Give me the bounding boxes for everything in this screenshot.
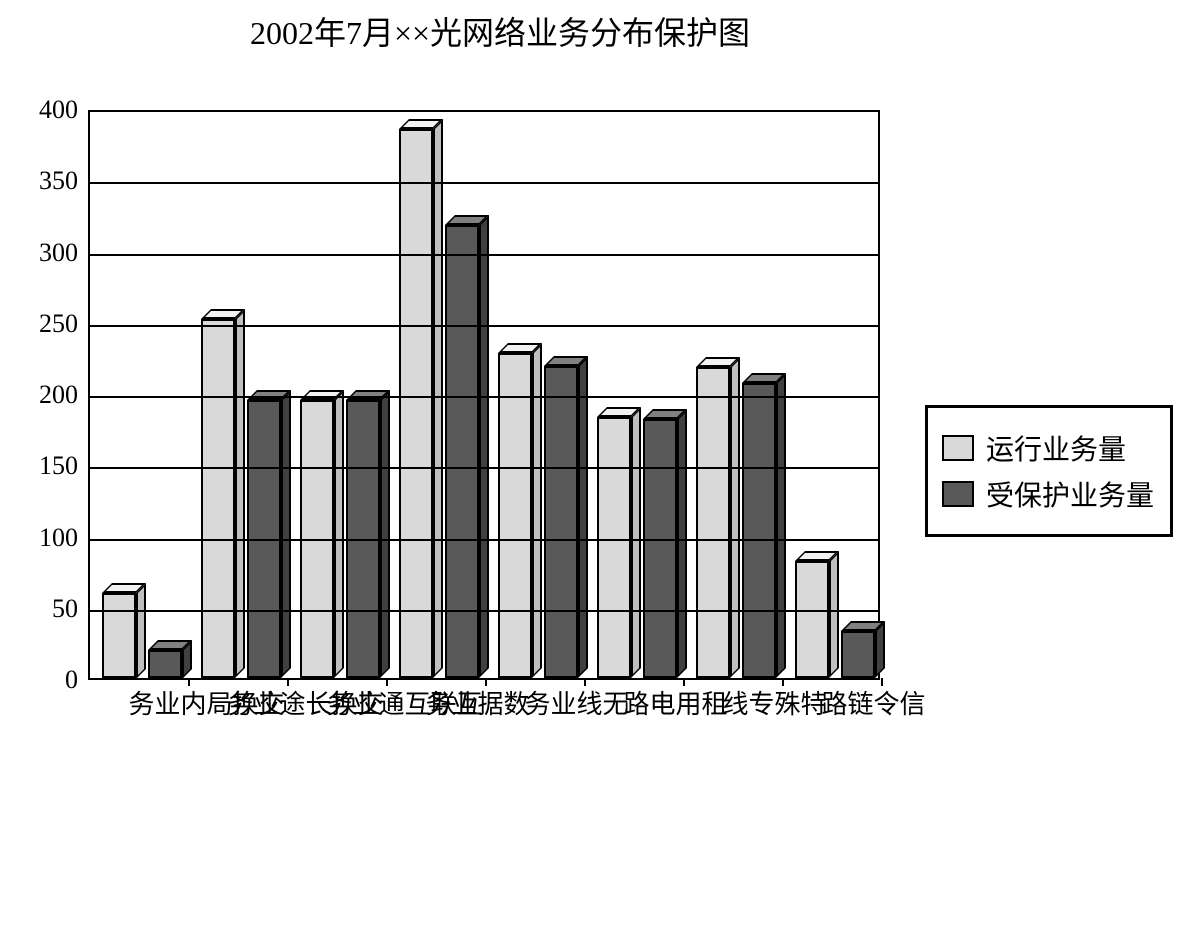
bar-side bbox=[631, 407, 641, 678]
bar-side bbox=[875, 621, 885, 678]
x-category-label: 无线业务 bbox=[522, 690, 626, 720]
y-tick-label: 200 bbox=[39, 380, 78, 410]
bar-side bbox=[730, 357, 740, 678]
y-axis: 050100150200250300350400 bbox=[10, 110, 88, 680]
plot-area bbox=[88, 110, 880, 680]
grid-line bbox=[90, 182, 878, 184]
bar-front bbox=[841, 631, 875, 678]
bar bbox=[643, 419, 677, 678]
legend-label: 运行业务量 bbox=[986, 428, 1126, 468]
bar-side bbox=[532, 343, 542, 678]
bar bbox=[544, 366, 578, 678]
x-category-label: 数据业务 bbox=[423, 690, 527, 720]
bar-side bbox=[334, 390, 344, 678]
y-tick-label: 0 bbox=[65, 665, 78, 695]
x-category-label: 特殊专线 bbox=[720, 690, 824, 720]
bar-front bbox=[742, 383, 776, 678]
bar bbox=[498, 353, 532, 678]
bar bbox=[795, 561, 829, 678]
bar-side bbox=[578, 356, 588, 678]
x-tick-mark bbox=[584, 678, 586, 686]
bar-front bbox=[399, 129, 433, 678]
x-tick-mark bbox=[188, 678, 190, 686]
y-tick-label: 100 bbox=[39, 523, 78, 553]
bar-front bbox=[148, 650, 182, 679]
bar-front bbox=[544, 366, 578, 678]
bars-layer bbox=[90, 112, 878, 678]
bar-side bbox=[235, 309, 245, 678]
bar-side bbox=[776, 373, 786, 678]
chart-container: 050100150200250300350400 交换局内业务交换长途业务互联互… bbox=[10, 110, 910, 930]
x-category-label: 租用电路 bbox=[621, 690, 725, 720]
x-tick-mark bbox=[485, 678, 487, 686]
x-tick-mark bbox=[782, 678, 784, 686]
x-tick-mark bbox=[881, 678, 883, 686]
y-tick-label: 350 bbox=[39, 166, 78, 196]
bar-front bbox=[597, 417, 631, 678]
bar-side bbox=[380, 390, 390, 678]
bar bbox=[148, 650, 182, 679]
x-tick-mark bbox=[287, 678, 289, 686]
bar bbox=[696, 367, 730, 678]
bar bbox=[742, 383, 776, 678]
x-tick-mark bbox=[683, 678, 685, 686]
bar-front bbox=[201, 319, 235, 678]
legend-swatch bbox=[942, 435, 974, 461]
bar-side bbox=[433, 119, 443, 678]
legend-swatch bbox=[942, 481, 974, 507]
bar-front bbox=[498, 353, 532, 678]
y-tick-label: 50 bbox=[52, 594, 78, 624]
grid-line bbox=[90, 467, 878, 469]
bar bbox=[201, 319, 235, 678]
y-tick-label: 300 bbox=[39, 238, 78, 268]
y-tick-label: 150 bbox=[39, 451, 78, 481]
bar-front bbox=[102, 593, 136, 679]
bar bbox=[399, 129, 433, 678]
grid-line bbox=[90, 325, 878, 327]
grid-line bbox=[90, 539, 878, 541]
chart-title: 2002年7月××光网络业务分布保护图 bbox=[100, 8, 900, 54]
legend-label: 受保护业务量 bbox=[986, 474, 1154, 514]
bar-side bbox=[281, 390, 291, 678]
bar-side bbox=[829, 551, 839, 678]
bar-front bbox=[643, 419, 677, 678]
y-tick-label: 250 bbox=[39, 309, 78, 339]
bar-front bbox=[795, 561, 829, 678]
bar-side bbox=[136, 583, 146, 679]
grid-line bbox=[90, 610, 878, 612]
grid-line bbox=[90, 396, 878, 398]
grid-line bbox=[90, 254, 878, 256]
bar bbox=[597, 417, 631, 678]
x-category-label: 信令链路 bbox=[819, 690, 923, 720]
legend: 运行业务量受保护业务量 bbox=[925, 405, 1173, 537]
legend-item: 受保护业务量 bbox=[942, 474, 1154, 514]
x-tick-mark bbox=[386, 678, 388, 686]
legend-item: 运行业务量 bbox=[942, 428, 1154, 468]
bar-side bbox=[479, 215, 489, 678]
bar-side bbox=[677, 409, 687, 678]
bar bbox=[841, 631, 875, 678]
bar-front bbox=[696, 367, 730, 678]
y-tick-label: 400 bbox=[39, 95, 78, 125]
bar bbox=[102, 593, 136, 679]
